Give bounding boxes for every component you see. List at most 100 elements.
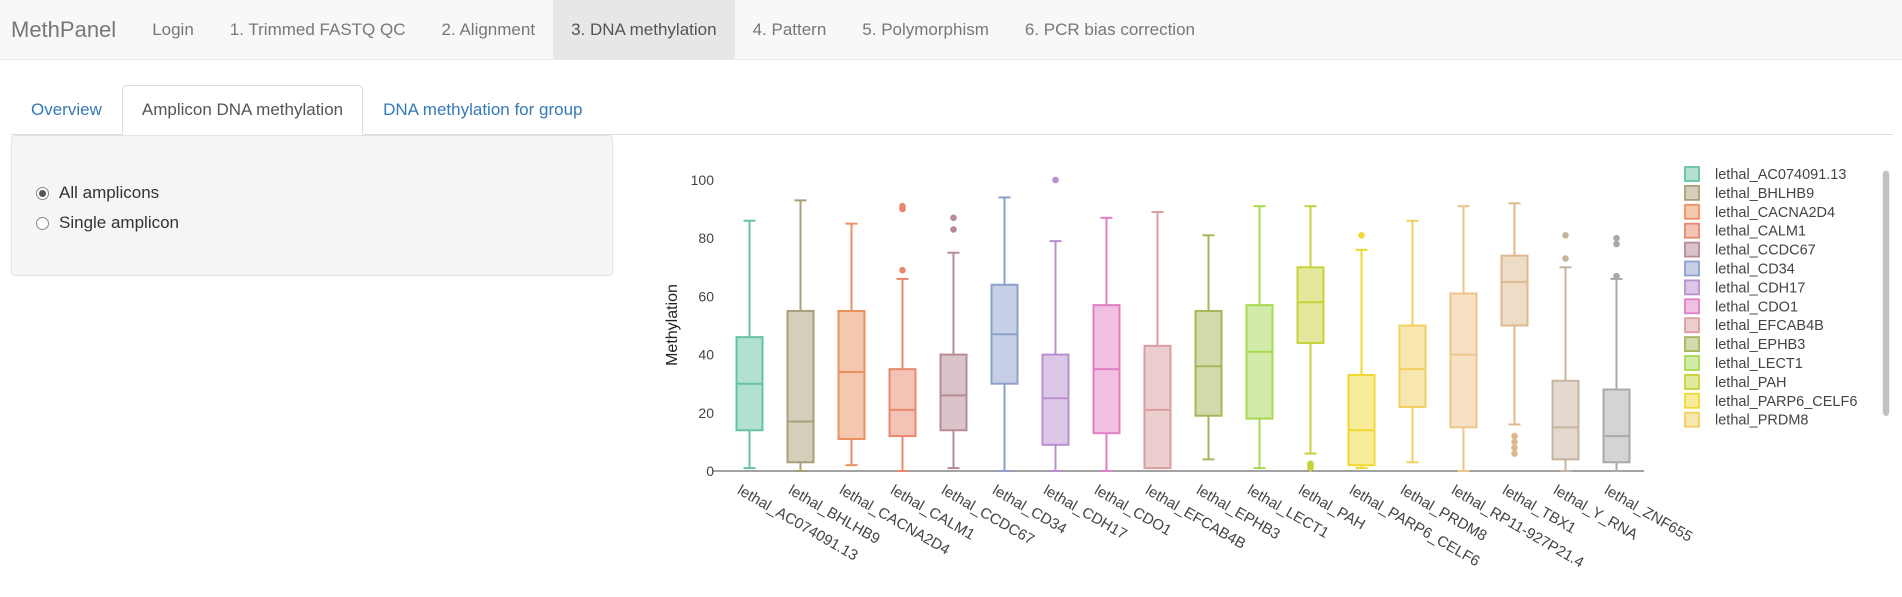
- box-series: [735, 176, 1631, 472]
- y-axis-title: Methylation: [664, 284, 681, 366]
- legend-label: lethal_PAH: [1715, 375, 1786, 391]
- nav-pcr-bias-correction[interactable]: 6. PCR bias correction: [1024, 19, 1195, 39]
- box-iqr: [1194, 309, 1223, 417]
- box-lethal_CACNA2D4[interactable]: [837, 222, 866, 467]
- y-tick-label: 40: [698, 347, 714, 363]
- legend-swatch: [1684, 411, 1700, 428]
- outlier-point: [1358, 231, 1365, 239]
- box-iqr: [786, 309, 815, 464]
- tab-dna-methylation-for-group[interactable]: DNA methylation for group: [383, 100, 583, 119]
- radio-unchecked-icon[interactable]: [36, 216, 49, 230]
- legend-item-lethal_PRDM8[interactable]: lethal_PRDM8: [1684, 411, 1809, 429]
- y-tick-label: 60: [698, 288, 714, 304]
- radio-checked-icon[interactable]: [36, 186, 49, 200]
- legend-swatch: [1684, 279, 1700, 296]
- box-lethal_EPHB3[interactable]: [1194, 234, 1223, 461]
- outlier-point: [1511, 438, 1518, 446]
- outlier-point: [899, 266, 906, 274]
- box-lethal_AC074091.13[interactable]: [735, 219, 764, 470]
- radio-single-amplicon[interactable]: Single amplicon: [36, 213, 179, 233]
- tab-amplicon-dna-methylation[interactable]: Amplicon DNA methylation: [121, 85, 364, 135]
- box-lethal_CDO1[interactable]: [1092, 216, 1121, 472]
- legend-swatch: [1684, 241, 1700, 258]
- box-lethal_PRDM8[interactable]: [1398, 219, 1427, 464]
- legend-item-lethal_CD34[interactable]: lethal_CD34: [1684, 260, 1795, 278]
- legend-item-lethal_EPHB3[interactable]: lethal_EPHB3: [1684, 336, 1805, 353]
- y-axis: 0 20 40 60 80 100: [691, 172, 1644, 479]
- legend-swatch: [1684, 355, 1700, 371]
- legend-label: lethal_CDH17: [1715, 280, 1805, 296]
- legend-label: lethal_CDO1: [1715, 299, 1798, 315]
- nav-alignment[interactable]: 2. Alignment: [441, 19, 536, 39]
- legend-swatch: [1684, 260, 1700, 277]
- legend-item-lethal_LECT1[interactable]: lethal_LECT1: [1684, 355, 1803, 372]
- outlier-point: [1511, 432, 1518, 440]
- legend-item-lethal_BHLHB9[interactable]: lethal_BHLHB9: [1684, 185, 1814, 202]
- legend-item-lethal_CACNA2D4[interactable]: lethal_CACNA2D4: [1684, 203, 1835, 221]
- legend-item-lethal_AC074091.13[interactable]: lethal_AC074091.13: [1684, 166, 1846, 183]
- nav-pattern[interactable]: 4. Pattern: [752, 19, 827, 39]
- legend-scrollbar-thumb[interactable]: [1883, 171, 1889, 416]
- nav-trimmed-fastq-qc[interactable]: 1. Trimmed FASTQ QC: [229, 19, 406, 39]
- legend-label: lethal_CALM1: [1715, 224, 1806, 240]
- box-lethal_TBX1[interactable]: [1500, 202, 1529, 457]
- top-navbar: MethPanel Login 1. Trimmed FASTQ QC 2. A…: [0, 0, 1902, 60]
- outlier-point: [1613, 272, 1620, 280]
- box-iqr: [837, 309, 866, 440]
- box-lethal_BHLHB9[interactable]: [786, 199, 815, 472]
- legend-item-lethal_CALM1[interactable]: lethal_CALM1: [1684, 222, 1806, 240]
- box-iqr: [1041, 353, 1070, 446]
- box-lethal_EFCAB4B[interactable]: [1143, 211, 1172, 470]
- box-iqr: [1449, 292, 1478, 429]
- box-lethal_CCDC67[interactable]: [939, 214, 968, 470]
- nav-dna-methylation[interactable]: 3. DNA methylation: [553, 0, 735, 59]
- legend-item-lethal_PARP6_CELF6[interactable]: lethal_PARP6_CELF6: [1684, 392, 1857, 410]
- box-iqr: [1500, 254, 1529, 327]
- box-lethal_ZNF655[interactable]: [1602, 234, 1631, 472]
- box-lethal_CALM1[interactable]: [888, 202, 917, 472]
- box-lethal_RP11-927P21.4[interactable]: [1449, 205, 1478, 472]
- box-iqr: [1347, 373, 1376, 467]
- radio-all-amplicons[interactable]: All amplicons: [36, 183, 159, 203]
- legend-swatch: [1684, 185, 1700, 201]
- box-lethal_LECT1[interactable]: [1245, 205, 1274, 470]
- nav-polymorphism[interactable]: 5. Polymorphism: [862, 19, 989, 39]
- legend-label: lethal_CCDC67: [1715, 243, 1816, 259]
- box-iqr: [1296, 266, 1325, 344]
- legend-swatch: [1684, 392, 1700, 409]
- box-lethal_CDH17[interactable]: [1041, 176, 1070, 472]
- box-lethal_PAH[interactable]: [1296, 205, 1325, 472]
- legend-item-lethal_EFCAB4B[interactable]: lethal_EFCAB4B: [1684, 317, 1824, 334]
- sub-tabs: Overview Amplicon DNA methylation DNA me…: [11, 85, 1893, 135]
- box-iqr: [939, 353, 968, 432]
- outlier-point: [899, 202, 906, 210]
- legend-swatch: [1684, 166, 1700, 182]
- y-tick-label: 100: [691, 172, 715, 188]
- legend-swatch: [1684, 336, 1700, 353]
- box-lethal_CD34[interactable]: [990, 196, 1019, 472]
- legend-swatch: [1684, 298, 1700, 315]
- brand-title[interactable]: MethPanel: [11, 16, 117, 42]
- methylation-boxplot[interactable]: 0 20 40 60 80 100 Methylation lethal_AC074091…: [640, 150, 1880, 590]
- legend-label: lethal_BHLHB9: [1715, 186, 1814, 202]
- legend-item-lethal_CDO1[interactable]: lethal_CDO1: [1684, 298, 1798, 315]
- box-iqr: [1602, 388, 1631, 464]
- x-tick-labels: lethal_AC074091.13lethal_BHLHB9lethal_CA…: [735, 482, 1696, 572]
- legend-label: lethal_PARP6_CELF6: [1715, 394, 1857, 410]
- box-iqr: [1245, 304, 1274, 420]
- legend-swatch: [1684, 222, 1700, 239]
- box-lethal_PARP6_CELF6[interactable]: [1347, 231, 1376, 470]
- y-tick-label: 20: [698, 405, 714, 421]
- outlier-point: [1511, 450, 1518, 457]
- box-iqr: [1551, 379, 1580, 461]
- box-lethal_Y_RNA[interactable]: [1551, 231, 1580, 472]
- tab-overview[interactable]: Overview: [31, 100, 102, 119]
- legend-item-lethal_CDH17[interactable]: lethal_CDH17: [1684, 279, 1805, 296]
- nav-login[interactable]: Login: [152, 19, 194, 39]
- legend-label: lethal_EFCAB4B: [1715, 318, 1824, 334]
- legend-item-lethal_CCDC67[interactable]: lethal_CCDC67: [1684, 241, 1816, 259]
- box-iqr: [888, 368, 917, 438]
- outlier-point: [1562, 231, 1569, 239]
- radio-label: Single amplicon: [59, 213, 180, 232]
- legend-item-lethal_PAH[interactable]: lethal_PAH: [1684, 373, 1786, 391]
